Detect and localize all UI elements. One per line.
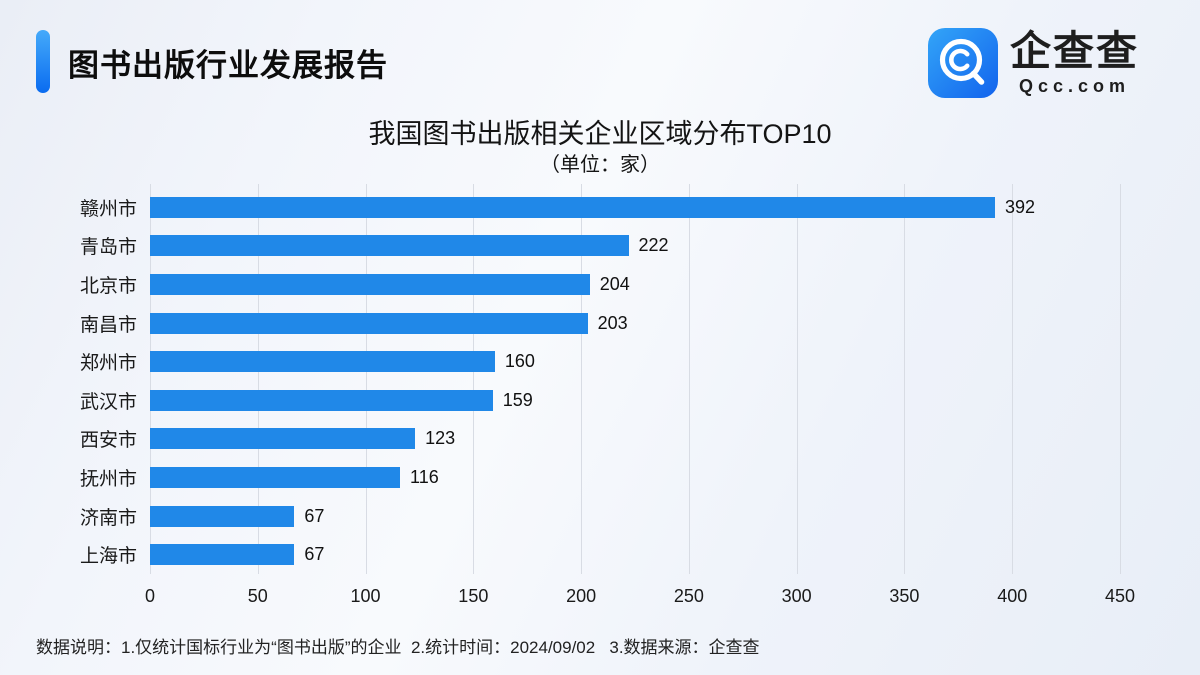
- brand-name: 企查查: [1010, 28, 1139, 74]
- qcc-logo-icon: [928, 28, 998, 98]
- chart-row: 郑州市 160: [80, 342, 1120, 381]
- chart-row: 抚州市 116: [80, 458, 1120, 497]
- value-label: 203: [597, 312, 628, 333]
- chart-row: 济南市 67: [80, 497, 1120, 536]
- value-label: 123: [425, 428, 456, 449]
- x-tick-label: 150: [458, 586, 489, 606]
- title-accent-bar: [36, 30, 50, 93]
- brand-domain: Qcc.com: [1018, 76, 1131, 96]
- x-tick-label: 350: [889, 586, 920, 606]
- gridline: [257, 184, 259, 574]
- gridline: [904, 184, 906, 574]
- bar: [150, 273, 590, 295]
- bar-chart: 赣州市 392 青岛市 222 北京市 204 南昌市 203 郑州市 160 武汉市 159 西安市 1…: [80, 184, 1135, 606]
- chart-title: 我国图书出版相关企业区域分布TOP10: [368, 119, 832, 149]
- gridline: [473, 184, 475, 574]
- x-tick-label: 200: [566, 586, 597, 606]
- chart-row: 南昌市 203: [80, 304, 1120, 343]
- chart-row: 上海市 67: [80, 535, 1120, 574]
- category-label: 抚州市: [79, 468, 137, 490]
- bar: [150, 505, 295, 527]
- gridline: [581, 184, 583, 574]
- chart-row: 武汉市 159: [80, 381, 1120, 420]
- x-tick-label: 450: [1104, 586, 1136, 606]
- x-axis: 0 50 100 150 200 250 300 350 400 450: [145, 586, 1135, 608]
- category-label: 上海市: [79, 546, 137, 568]
- bar: [150, 351, 495, 373]
- bar: [150, 312, 588, 334]
- gridline: [150, 184, 151, 574]
- gridline: [796, 184, 798, 574]
- category-label: 赣州市: [79, 198, 137, 220]
- value-label: 160: [504, 351, 535, 372]
- x-tick-label: 100: [350, 586, 381, 606]
- bar: [150, 196, 995, 218]
- category-label: 郑州市: [79, 353, 137, 375]
- chart-row: 青岛市 222: [80, 227, 1120, 266]
- qcc-logo: 企查查 Qcc.com: [928, 28, 1139, 98]
- value-label: 204: [599, 273, 630, 294]
- x-tick-label: 400: [997, 586, 1028, 606]
- bar: [150, 428, 416, 450]
- value-label: 116: [410, 466, 439, 487]
- category-label: 济南市: [79, 507, 137, 529]
- gridline: [1120, 184, 1121, 574]
- category-label: 北京市: [79, 275, 137, 297]
- x-tick-label: 250: [673, 586, 704, 606]
- chart-row: 西安市 123: [80, 420, 1120, 459]
- page-title: 图书出版行业发展报告: [68, 48, 388, 83]
- gridline: [1012, 184, 1014, 574]
- gridline: [688, 184, 690, 574]
- bar: [150, 389, 493, 411]
- value-label: 159: [502, 389, 533, 410]
- category-label: 武汉市: [79, 391, 137, 413]
- bar: [150, 544, 295, 566]
- bar: [150, 466, 401, 488]
- value-label: 67: [304, 505, 325, 526]
- chart-row: 赣州市 392: [80, 188, 1120, 227]
- value-label: 222: [638, 235, 669, 256]
- gridline: [365, 184, 367, 574]
- x-tick-label: 300: [781, 586, 812, 606]
- category-label: 青岛市: [79, 237, 137, 259]
- x-tick-label: 50: [247, 586, 268, 606]
- qcc-logo-text: 企查查 Qcc.com: [1010, 28, 1139, 97]
- chart-subtitle: （单位：家）: [540, 154, 660, 176]
- chart-row: 北京市 204: [80, 265, 1120, 304]
- category-label: 西安市: [79, 430, 137, 452]
- x-tick-label: 0: [144, 586, 156, 606]
- bar: [150, 235, 629, 257]
- value-label: 67: [304, 544, 325, 565]
- gridlines: [150, 184, 1121, 574]
- category-label: 南昌市: [79, 314, 137, 336]
- value-label: 392: [1004, 196, 1036, 217]
- footer-note: 数据说明：1.仅统计国标行业为“图书出版”的企业 2.统计时间：2024/09/…: [36, 638, 760, 657]
- chart-rows: 赣州市 392 青岛市 222 北京市 204 南昌市 203 郑州市 160 武汉市 159 西安市 1…: [80, 188, 1120, 574]
